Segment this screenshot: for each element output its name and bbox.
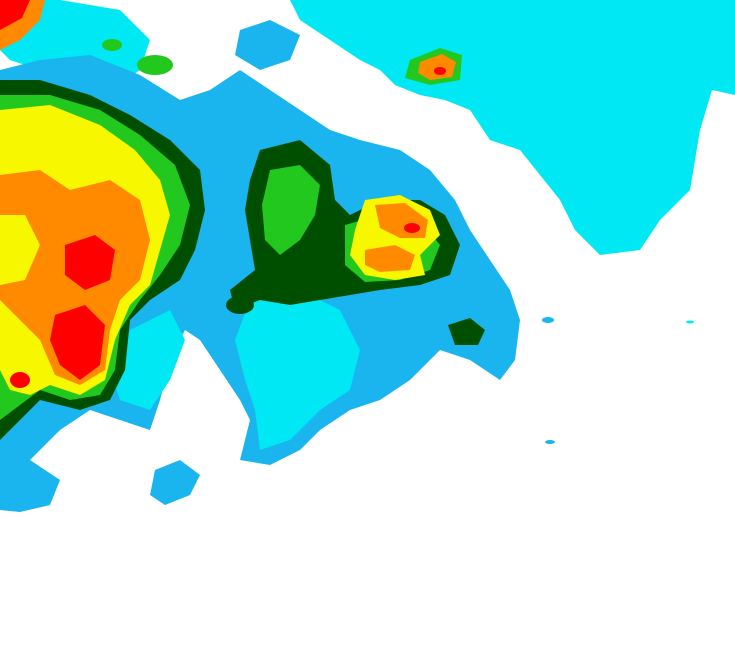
green-area [262,165,320,255]
dark-green-area [226,296,254,314]
cyan-area [290,0,735,255]
dark-green-area [448,318,485,345]
blue-area [235,20,300,70]
red-area [0,0,30,30]
orange-area [365,245,415,272]
red-area [404,223,420,233]
blue-area [150,460,200,505]
green-area [102,39,122,51]
red-area [50,305,105,380]
blue-area [0,460,60,512]
red-area [10,372,30,388]
blue-area [545,440,555,444]
blue-area [542,317,554,323]
cyan-area [235,290,360,450]
red-area [434,67,446,75]
orange-area [418,54,456,80]
green-area [137,55,173,75]
yellow-area [0,215,40,285]
cyan-area [110,310,185,410]
red-area [65,235,115,290]
cyan-area [686,320,694,324]
